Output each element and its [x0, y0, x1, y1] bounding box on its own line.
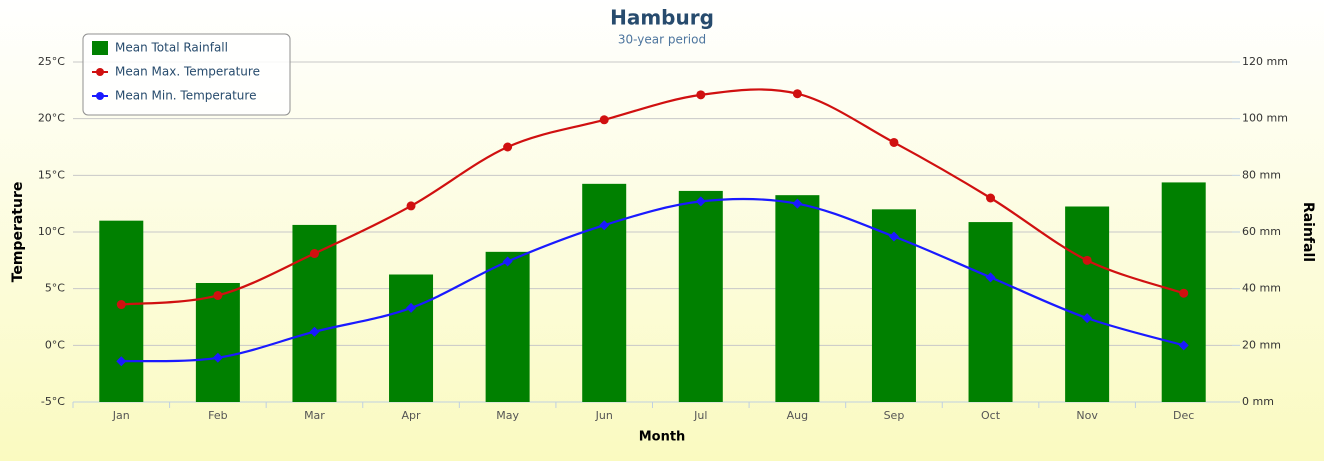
x-tick-label: Jun	[595, 409, 613, 422]
legend: Mean Total Rainfall Mean Max. Temperature…	[82, 33, 291, 116]
marker	[889, 137, 899, 147]
marker	[309, 249, 319, 259]
y-axis-title: Temperature	[10, 182, 26, 283]
bar	[582, 183, 627, 402]
marker	[1179, 288, 1189, 298]
x-tick-label: Jul	[693, 409, 707, 422]
legend-swatch	[92, 41, 108, 55]
x-tick-label: Aug	[787, 409, 808, 422]
legend-marker	[96, 92, 104, 100]
marker	[985, 272, 996, 283]
y2-tick-label: 60 mm	[1242, 225, 1281, 238]
marker	[309, 326, 320, 337]
y-tick-label: 15°C	[38, 168, 65, 181]
y-tick-label: 20°C	[38, 112, 65, 125]
legend-label: Mean Total Rainfall	[115, 41, 228, 55]
marker	[696, 90, 706, 100]
y2-tick-label: 0 mm	[1242, 395, 1274, 408]
chart-title: Hamburg	[610, 6, 714, 30]
marker	[792, 198, 803, 209]
y-tick-label: -5°C	[41, 395, 65, 408]
line	[121, 197, 1185, 363]
bar	[1065, 206, 1110, 402]
x-tick-label: Oct	[981, 409, 1001, 422]
y-tick-label: 25°C	[38, 55, 65, 68]
x-tick-label: Jan	[112, 409, 130, 422]
bar	[678, 190, 723, 402]
x-tick-label: Apr	[402, 409, 422, 422]
chart-subtitle: 30-year period	[618, 33, 706, 47]
marker	[503, 142, 513, 152]
y2-tick-label: 20 mm	[1242, 338, 1281, 351]
marker	[502, 256, 513, 267]
legend-item[interactable]: Mean Max. Temperature	[92, 65, 260, 79]
legend-item[interactable]: Mean Min. Temperature	[92, 89, 256, 103]
x-tick-label: Sep	[884, 409, 905, 422]
y2-tick-label: 120 mm	[1242, 55, 1288, 68]
marker	[116, 356, 127, 367]
marker	[888, 231, 899, 242]
x-tick-label: May	[496, 409, 519, 422]
x-tick-label: Dec	[1173, 409, 1194, 422]
marker	[599, 115, 609, 125]
x-tick-label: Nov	[1076, 409, 1098, 422]
marker	[116, 300, 126, 310]
line	[121, 88, 1185, 306]
marker	[1178, 340, 1189, 351]
marker	[599, 220, 610, 231]
bar	[389, 274, 434, 402]
legend-item[interactable]: Mean Total Rainfall	[92, 41, 228, 56]
legend-box	[82, 33, 291, 116]
bar	[195, 283, 240, 402]
x-tick-label: Mar	[304, 409, 325, 422]
bar	[775, 195, 820, 402]
marker	[212, 352, 223, 363]
legend-label: Mean Min. Temperature	[115, 89, 256, 103]
marker	[1082, 313, 1093, 324]
legend-label: Mean Max. Temperature	[115, 65, 260, 79]
y-tick-label: 5°C	[45, 282, 65, 295]
marker	[792, 89, 802, 99]
marker	[213, 290, 223, 300]
marker	[695, 196, 706, 207]
bar	[99, 220, 144, 402]
bar	[485, 251, 530, 402]
bar	[968, 222, 1013, 402]
x-axis-title: Month	[639, 430, 686, 445]
y-tick-label: 10°C	[38, 225, 65, 238]
y2-tick-label: 80 mm	[1242, 168, 1281, 181]
y2-axis-title: Rainfall	[1300, 202, 1316, 262]
marker	[1082, 255, 1092, 265]
marker	[986, 193, 996, 203]
y-tick-label: 0°C	[45, 338, 65, 351]
y2-tick-label: 100 mm	[1242, 112, 1288, 125]
marker	[406, 201, 416, 211]
legend-marker	[96, 68, 104, 76]
marker	[406, 302, 417, 313]
x-tick-label: Feb	[208, 409, 227, 422]
y2-tick-label: 40 mm	[1242, 282, 1281, 295]
